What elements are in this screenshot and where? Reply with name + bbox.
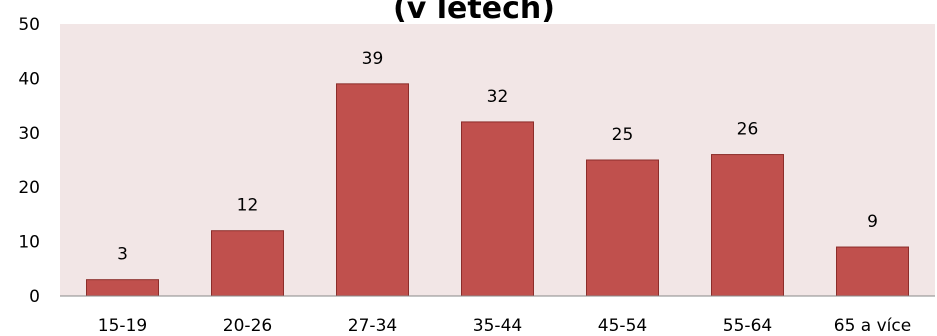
bar-27-34	[336, 83, 409, 297]
bar-20-26	[211, 230, 284, 297]
bar-65 a více	[836, 246, 909, 297]
data-label: 39	[362, 49, 384, 69]
y-axis-ticks: 0 10 20 30 40 50	[18, 15, 40, 307]
data-label: 32	[487, 87, 509, 107]
bar-45-54	[586, 159, 659, 297]
x-axis-labels: 15-19 20-26 27-34 35-44 45-54 55-64 65 a více	[98, 316, 911, 336]
x-tick-label: 55-64	[723, 316, 772, 336]
y-tick-label: 40	[18, 69, 40, 89]
x-tick-label: 15-19	[98, 316, 147, 336]
y-tick-label: 50	[18, 15, 40, 35]
x-tick-label: 65 a více	[834, 316, 911, 336]
y-tick-label: 30	[18, 124, 40, 144]
x-tick-label: 35-44	[473, 316, 522, 336]
data-label: 25	[612, 125, 634, 145]
y-tick-label: 0	[29, 287, 40, 307]
data-label: 3	[117, 245, 128, 265]
bar-15-19	[86, 279, 159, 297]
bar-55-64	[711, 154, 784, 297]
x-tick-label: 20-26	[223, 316, 272, 336]
bars	[86, 83, 909, 297]
data-label: 26	[737, 120, 759, 140]
data-label: 9	[867, 212, 878, 232]
data-labels: 3 12 39 32 25 26 9	[117, 49, 878, 265]
bar-35-44	[461, 121, 534, 297]
x-tick-label: 45-54	[598, 316, 647, 336]
y-tick-label: 10	[18, 233, 40, 253]
x-tick-label: 27-34	[348, 316, 397, 336]
chart-title: (v letech)	[393, 0, 555, 26]
y-tick-label: 20	[18, 178, 40, 198]
data-label: 12	[237, 196, 259, 216]
